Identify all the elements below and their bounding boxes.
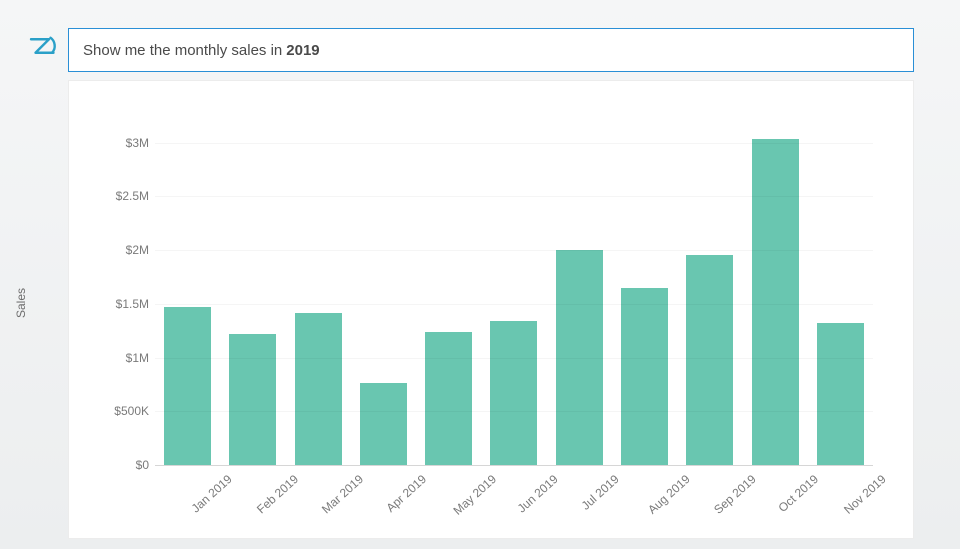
y-tick-label: $2.5M — [95, 189, 149, 203]
bar-slot — [155, 121, 220, 465]
plot-area: $0$500K$1M$1.5M$2M$2.5M$3M — [155, 121, 873, 466]
sales-bar-chart: Sales $0$500K$1M$1.5M$2M$2.5M$3M Jan 201… — [87, 107, 883, 528]
bar[interactable] — [229, 334, 276, 465]
y-tick-label: $0 — [95, 458, 149, 472]
x-label-slot: Jun 2019 — [481, 466, 546, 528]
x-label-slot: Mar 2019 — [286, 466, 351, 528]
bar[interactable] — [360, 383, 407, 465]
x-label-slot: Feb 2019 — [220, 466, 285, 528]
bar[interactable] — [490, 321, 537, 465]
bar-slot — [742, 121, 807, 465]
bar-slot — [677, 121, 742, 465]
query-text-bold: 2019 — [286, 42, 319, 59]
bar[interactable] — [752, 139, 799, 465]
bar[interactable] — [621, 288, 668, 465]
query-input[interactable]: Show me the monthly sales in 2019 — [68, 28, 914, 72]
y-axis-title: Sales — [14, 287, 28, 317]
bar-slot — [286, 121, 351, 465]
x-axis-labels: Jan 2019Feb 2019Mar 2019Apr 2019May 2019… — [155, 466, 873, 528]
x-label-slot: Aug 2019 — [612, 466, 677, 528]
x-label-slot: Sep 2019 — [677, 466, 742, 528]
x-tick-label: Nov 2019 — [841, 472, 889, 517]
bar-slot — [547, 121, 612, 465]
bar-slot — [220, 121, 285, 465]
bar[interactable] — [425, 332, 472, 465]
bar[interactable] — [686, 255, 733, 465]
bar[interactable] — [295, 313, 342, 465]
grid-line — [155, 196, 873, 197]
y-tick-label: $2M — [95, 243, 149, 257]
zia-logo-icon — [28, 34, 58, 58]
bar-slot — [351, 121, 416, 465]
chart-card: Sales $0$500K$1M$1.5M$2M$2.5M$3M Jan 201… — [68, 80, 914, 539]
grid-line — [155, 411, 873, 412]
grid-line — [155, 143, 873, 144]
x-label-slot: Jul 2019 — [547, 466, 612, 528]
bar-slot — [416, 121, 481, 465]
bar-slot — [808, 121, 873, 465]
bar[interactable] — [164, 307, 211, 465]
grid-line — [155, 304, 873, 305]
y-tick-label: $1.5M — [95, 297, 149, 311]
x-label-slot: Apr 2019 — [351, 466, 416, 528]
x-label-slot: May 2019 — [416, 466, 481, 528]
stage: Show me the monthly sales in 2019 Sales … — [28, 28, 932, 539]
bar-slot — [612, 121, 677, 465]
x-label-slot: Oct 2019 — [742, 466, 807, 528]
bars-container — [155, 121, 873, 465]
y-tick-label: $3M — [95, 136, 149, 150]
query-text-prefix: Show me the monthly sales in — [83, 42, 282, 59]
x-label-slot: Nov 2019 — [808, 466, 873, 528]
x-label-slot: Jan 2019 — [155, 466, 220, 528]
y-tick-label: $1M — [95, 351, 149, 365]
bar-slot — [481, 121, 546, 465]
bar[interactable] — [817, 323, 864, 465]
y-tick-label: $500K — [95, 404, 149, 418]
grid-line — [155, 250, 873, 251]
grid-line — [155, 358, 873, 359]
